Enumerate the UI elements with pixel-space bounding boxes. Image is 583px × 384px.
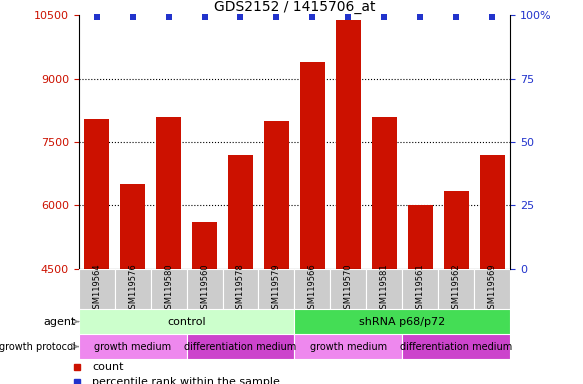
- Bar: [84, 119, 109, 269]
- Bar: [294, 309, 510, 334]
- Text: growth protocol: growth protocol: [0, 341, 76, 352]
- Text: differentiation medium: differentiation medium: [400, 341, 512, 352]
- Text: GSM119564: GSM119564: [92, 264, 101, 314]
- Text: count: count: [92, 362, 124, 372]
- Bar: [372, 117, 397, 269]
- Bar: [258, 269, 294, 309]
- Bar: [408, 205, 433, 269]
- Bar: [366, 269, 402, 309]
- Bar: [402, 334, 510, 359]
- Text: growth medium: growth medium: [310, 341, 387, 352]
- Bar: [331, 269, 366, 309]
- Text: GSM119576: GSM119576: [128, 263, 137, 314]
- Text: GSM119579: GSM119579: [272, 264, 281, 314]
- Bar: [187, 334, 294, 359]
- Bar: [474, 269, 510, 309]
- Bar: [264, 121, 289, 269]
- Bar: [402, 269, 438, 309]
- Bar: [223, 269, 258, 309]
- Text: GSM119561: GSM119561: [416, 264, 425, 314]
- Text: shRNA p68/p72: shRNA p68/p72: [359, 316, 445, 327]
- Text: GSM119578: GSM119578: [236, 263, 245, 314]
- Text: control: control: [167, 316, 206, 327]
- Bar: [294, 269, 331, 309]
- Text: agent: agent: [43, 316, 76, 327]
- Bar: [115, 269, 150, 309]
- Bar: [120, 184, 145, 269]
- Bar: [438, 269, 474, 309]
- Title: GDS2152 / 1415706_at: GDS2152 / 1415706_at: [213, 0, 375, 14]
- Text: growth medium: growth medium: [94, 341, 171, 352]
- Bar: [444, 191, 469, 269]
- Text: percentile rank within the sample: percentile rank within the sample: [92, 376, 280, 384]
- Bar: [192, 222, 217, 269]
- Bar: [79, 334, 187, 359]
- Text: GSM119581: GSM119581: [380, 264, 389, 314]
- Bar: [150, 269, 187, 309]
- Bar: [228, 155, 253, 269]
- Text: GSM119569: GSM119569: [487, 264, 497, 314]
- Bar: [294, 334, 402, 359]
- Text: GSM119560: GSM119560: [200, 264, 209, 314]
- Bar: [79, 269, 115, 309]
- Text: differentiation medium: differentiation medium: [184, 341, 297, 352]
- Bar: [187, 269, 223, 309]
- Bar: [336, 20, 361, 269]
- Text: GSM119566: GSM119566: [308, 263, 317, 314]
- Bar: [300, 62, 325, 269]
- Text: GSM119570: GSM119570: [344, 264, 353, 314]
- Text: GSM119580: GSM119580: [164, 264, 173, 314]
- Bar: [480, 155, 505, 269]
- Bar: [79, 309, 294, 334]
- Text: GSM119562: GSM119562: [452, 264, 461, 314]
- Bar: [156, 117, 181, 269]
